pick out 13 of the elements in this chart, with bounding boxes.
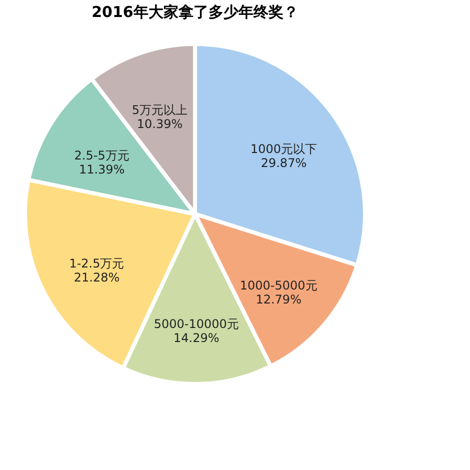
chart-title: 2016年大家拿了多少年终奖？ <box>92 3 298 21</box>
slice-label: 5万元以上 <box>132 102 188 117</box>
slice-label: 1000元以下 <box>250 142 317 156</box>
data-label: 11.39% <box>78 162 125 177</box>
slice-label: 1000-5000元 <box>240 278 318 292</box>
data-label: 12.79% <box>256 292 302 306</box>
data-label: 21.28% <box>74 270 120 284</box>
data-label: 14.29% <box>174 330 220 345</box>
data-label: 10.39% <box>136 116 183 131</box>
slice-label: 5000-10000元 <box>154 316 239 331</box>
data-label: 29.87% <box>260 156 307 170</box>
slice-label: 2.5-5万元 <box>74 148 130 163</box>
slice-label: 1-2.5万元 <box>69 256 124 270</box>
